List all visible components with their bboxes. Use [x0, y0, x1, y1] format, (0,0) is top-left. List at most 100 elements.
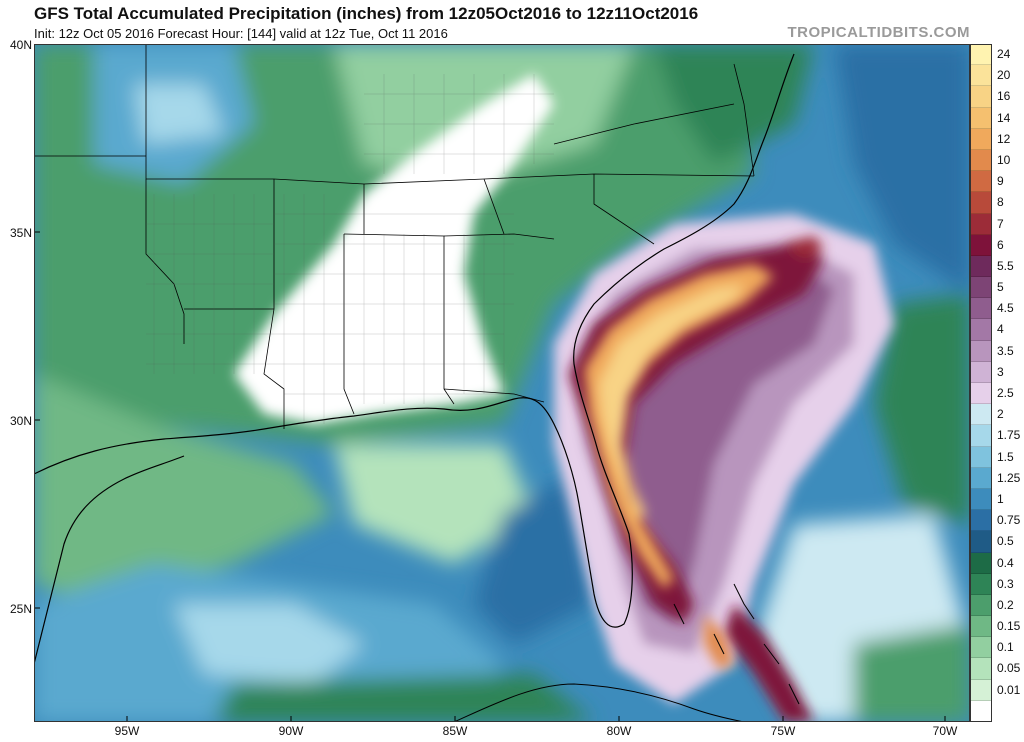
- colorbar-level: 3.5: [970, 340, 1024, 362]
- colorbar-level: 0.4: [970, 552, 1024, 574]
- colorbar-swatch: [970, 149, 992, 172]
- colorbar-level: 6: [970, 234, 1024, 256]
- colorbar-swatch: [970, 340, 992, 362]
- colorbar-label: 0.3: [997, 576, 1014, 591]
- lon-label-95w: 95W: [114, 724, 140, 738]
- bahamas-outline: [673, 583, 800, 705]
- colorbar-swatch: [970, 510, 992, 532]
- colorbar-swatch: [970, 298, 992, 320]
- colorbar-label: 1.5: [997, 449, 1014, 464]
- colorbar-level: 20: [970, 65, 1024, 87]
- lat-label-35n: 35N: [9, 226, 32, 240]
- colorbar-swatch: [970, 594, 992, 617]
- colorbar-level: 9: [970, 171, 1024, 193]
- colorbar-swatch: [970, 361, 992, 383]
- colorbar-label: 1.25: [997, 470, 1021, 485]
- colorbar-swatch: [970, 65, 992, 87]
- colorbar-swatch: [970, 679, 992, 701]
- colorbar-swatch: [970, 425, 992, 447]
- colorbar-swatch: [970, 171, 992, 193]
- colorbar-level: 14: [970, 107, 1024, 129]
- precipitation-map[interactable]: [34, 44, 970, 722]
- colorbar-swatch: [970, 213, 992, 235]
- colorbar-level: 16: [970, 86, 1024, 108]
- colorbar-level: 0.75: [970, 510, 1024, 532]
- colorbar-label: 7: [997, 216, 1004, 231]
- lat-label-25n: 25N: [9, 602, 32, 616]
- cuba-outline: [453, 683, 745, 722]
- colorbar-level: 7: [970, 213, 1024, 235]
- colorbar-label: 0.15: [997, 619, 1021, 634]
- lon-label-90w: 90W: [278, 724, 304, 738]
- colorbar-level: 0.2: [970, 594, 1024, 617]
- colorbar-swatch: [970, 128, 992, 150]
- colorbar-label: 5.5: [997, 258, 1014, 273]
- colorbar-level: 4.5: [970, 298, 1024, 320]
- colorbar-swatch: [970, 488, 992, 511]
- colorbar-label: 2.5: [997, 386, 1014, 400]
- map-subtitle: Init: 12z Oct 05 2016 Forecast Hour: [14…: [34, 26, 448, 41]
- colorbar-swatch: [970, 383, 992, 405]
- colorbar-swatch: [970, 404, 992, 426]
- colorbar-swatch: [970, 234, 992, 256]
- lon-label-75w: 75W: [770, 724, 796, 738]
- colorbar-swatch: [970, 319, 992, 341]
- colorbar-swatch: [970, 573, 992, 595]
- colorbar-label: 3: [997, 364, 1004, 379]
- colorbar-label: 0.01: [997, 682, 1021, 697]
- colorbar-swatch: [970, 637, 992, 659]
- map-title: GFS Total Accumulated Precipitation (inc…: [34, 4, 699, 23]
- map-frame: [34, 44, 970, 722]
- gulf-coastline: [34, 53, 795, 628]
- colorbar-swatch: [970, 107, 992, 129]
- colorbar-level: 10: [970, 149, 1024, 172]
- colorbar-level: 2: [970, 404, 1024, 426]
- colorbar-level: 0.5: [970, 531, 1024, 553]
- colorbar-level: 1.25: [970, 467, 1024, 489]
- colorbar-level: 24: [970, 44, 1024, 66]
- colorbar-label: 4.5: [997, 301, 1014, 316]
- colorbar-swatch: [970, 658, 992, 680]
- colorbar-label: 5: [997, 280, 1004, 295]
- colorbar-label: 6: [997, 237, 1004, 252]
- colorbar-level: 8: [970, 192, 1024, 214]
- lon-label-70w: 70W: [932, 724, 958, 738]
- colorbar-level: 4: [970, 319, 1024, 341]
- colorbar-label: 0.05: [997, 661, 1021, 676]
- colorbar-level: 1: [970, 488, 1024, 511]
- precipitation-colorbar: 24 20 16 14 12 10 9 8 7 6 5.5 5 4.5 4 3.5 3 2.5 2 1.75 1.5 1…: [970, 44, 1024, 722]
- lat-label-40n: 40N: [9, 38, 32, 52]
- colorbar-level: 5.5: [970, 255, 1024, 278]
- colorbar-level: 0.1: [970, 637, 1024, 659]
- colorbar-label: 0.1: [997, 640, 1014, 655]
- colorbar-label: 1.75: [997, 428, 1021, 443]
- colorbar-label: 24: [997, 47, 1011, 61]
- colorbar-label: 10: [997, 152, 1011, 167]
- colorbar-label: 9: [997, 174, 1004, 189]
- colorbar-level: 5: [970, 277, 1024, 299]
- colorbar-label: 1: [997, 491, 1004, 506]
- colorbar-level: 12: [970, 128, 1024, 150]
- colorbar-swatch: [970, 192, 992, 214]
- colorbar-label: 20: [997, 68, 1011, 83]
- colorbar-swatch: [970, 446, 992, 468]
- colorbar-swatch: [970, 44, 992, 66]
- colorbar-level: 1.5: [970, 446, 1024, 468]
- brand-watermark: TROPICALTIDBITS.COM: [787, 24, 970, 41]
- county-lines: [146, 74, 554, 424]
- colorbar-level: 0.01: [970, 679, 1024, 701]
- colorbar-label: 12: [997, 131, 1011, 146]
- lon-label-80w: 80W: [606, 724, 632, 738]
- colorbar-label: 8: [997, 195, 1004, 210]
- colorbar-label: 0.4: [997, 555, 1014, 570]
- lat-label-30n: 30N: [9, 414, 32, 428]
- colorbar-label: 16: [997, 89, 1011, 104]
- colorbar-label: 0.75: [997, 513, 1021, 528]
- colorbar-level: 0.15: [970, 616, 1024, 638]
- colorbar-swatch: [970, 552, 992, 574]
- colorbar-level: 3: [970, 361, 1024, 383]
- colorbar-level: 1.75: [970, 425, 1024, 447]
- colorbar-level: 2.5: [970, 383, 1024, 405]
- lon-label-85w: 85W: [442, 724, 468, 738]
- colorbar-swatch: [970, 277, 992, 299]
